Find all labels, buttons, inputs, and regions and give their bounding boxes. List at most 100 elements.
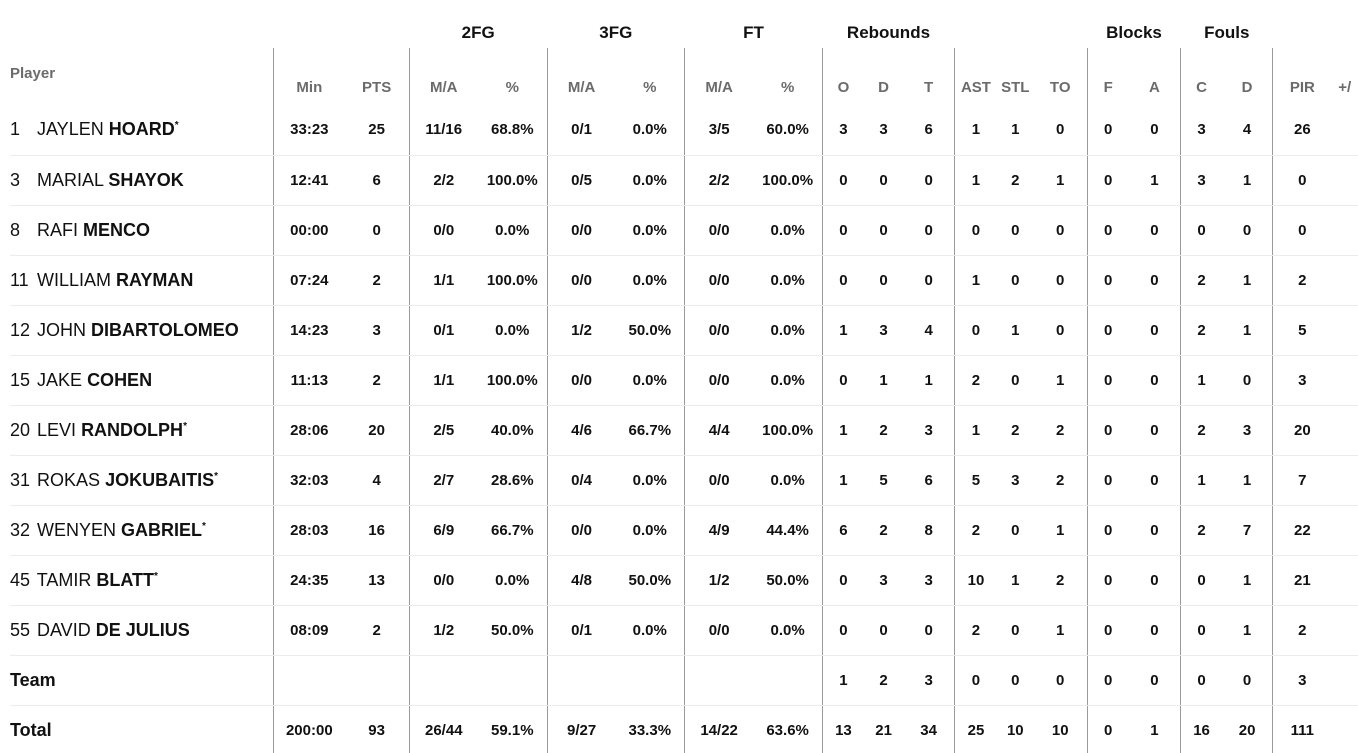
team-label: Team [10, 669, 56, 690]
cell-reb-d: 0 [863, 155, 904, 206]
column-header-min[interactable]: Min [273, 48, 345, 105]
cell-fg2-ma: 1/2 [408, 605, 478, 656]
player-first-name: JOHN [37, 319, 87, 340]
player-cell[interactable]: 55 DAVID DE JULIUS [10, 605, 274, 656]
column-header-reb-o[interactable]: O [821, 48, 864, 105]
player-first-name: TAMIR [36, 569, 92, 590]
cell-foul-d: 1 [1221, 555, 1273, 606]
player-cell[interactable]: 11 WILLIAM RAYMAN [10, 255, 274, 306]
column-header-3fg-pct[interactable]: % [643, 79, 657, 96]
group-header-2fg: 2FG [461, 22, 495, 42]
cell-blk-f: 0 [1086, 505, 1129, 556]
cell-foul-c: 2 [1180, 255, 1222, 306]
player-cell[interactable]: 15 JAKE COHEN [10, 355, 274, 406]
column-header-stl[interactable]: STL [1001, 79, 1030, 96]
cell-ft-pct: 50.0% [753, 555, 823, 606]
column-header-blk-f[interactable]: F [1086, 48, 1129, 105]
cell-stl: 1 [996, 555, 1034, 606]
cell-pir: 2 [1272, 605, 1332, 656]
column-header-2fg-ma[interactable]: M/A [408, 48, 478, 105]
cell-fg3-pct: 0.0% [615, 355, 685, 406]
player-cell[interactable]: 31 ROKAS JOKUBAITIS* [10, 455, 274, 506]
column-header-pir[interactable]: PIR [1272, 48, 1332, 105]
column-header-ast[interactable]: AST [953, 48, 997, 105]
cell-foul-d: 20 [1221, 705, 1273, 753]
cell-fg3-ma: 0/0 [546, 505, 616, 556]
cell-reb-d: 5 [863, 455, 904, 506]
cell-to: 1 [1033, 505, 1088, 556]
cell-reb-o: 0 [821, 205, 864, 256]
cell-fg3-ma: 4/6 [546, 405, 616, 456]
column-header-foul-d[interactable]: D [1241, 79, 1253, 96]
cell-ast: 10 [953, 555, 997, 606]
cell-fg2-pct: 100.0% [477, 155, 548, 206]
cell-blk-a: 0 [1128, 505, 1181, 556]
player-cell[interactable]: 3 MARIAL SHAYOK [10, 155, 274, 206]
cell-plus-minus [1331, 155, 1358, 206]
cell-foul-d: 3 [1221, 405, 1273, 456]
cell-plus-minus [1331, 455, 1358, 506]
cell-min: 28:03 [273, 505, 345, 556]
cell-fg3-pct: 0.0% [615, 255, 685, 306]
column-header-blk-a[interactable]: A [1148, 79, 1160, 96]
player-first-name: LEVI [37, 419, 77, 440]
total-row: Total 200:00 93 26/44 59.1% 9/27 33.3% 14/22 63.… [10, 705, 1358, 753]
column-header-foul-c[interactable]: C [1180, 48, 1222, 105]
column-header-to[interactable]: TO [1049, 79, 1071, 96]
cell-ast: 2 [953, 505, 997, 556]
player-last-name: JOKUBAITIS [105, 469, 215, 490]
column-header-player[interactable]: Player [10, 65, 56, 82]
cell-fg2-ma: 1/1 [408, 355, 478, 406]
cell-ast: 0 [953, 305, 997, 356]
cell-blk-f: 0 [1086, 605, 1129, 656]
cell-fg2-pct: 66.7% [477, 505, 548, 556]
cell-foul-c: 2 [1180, 505, 1222, 556]
cell-blk-a: 0 [1128, 255, 1181, 306]
table-body: 1 JAYLEN HOARD* 33:23 25 11/16 68.8% 0/1 0.0% 3… [10, 105, 1358, 753]
cell-fg3-pct: 50.0% [615, 555, 685, 606]
cell-ast: 1 [953, 405, 997, 456]
starter-marker: * [202, 520, 206, 532]
player-cell[interactable]: 12 JOHN DIBARTOLOMEO [10, 305, 274, 356]
cell-reb-o: 0 [821, 255, 864, 306]
player-cell[interactable]: 1 JAYLEN HOARD* [10, 105, 274, 156]
cell-to: 2 [1033, 455, 1088, 506]
cell-pts: 13 [344, 555, 410, 606]
column-header-pts[interactable]: PTS [362, 79, 392, 96]
player-cell[interactable]: 32 WENYEN GABRIEL* [10, 505, 274, 556]
table-row: 8 RAFI MENCO 00:00 0 0/0 0.0% 0/0 0.0% 0/0 0.0% 0… [10, 205, 1358, 256]
cell-pir: 0 [1272, 205, 1332, 256]
table-row: 1 JAYLEN HOARD* 33:23 25 11/16 68.8% 0/1 0.0% 3… [10, 105, 1358, 156]
table-row: 11 WILLIAM RAYMAN 07:24 2 1/1 100.0% 0/0 0.0% 0… [10, 255, 1358, 306]
group-header-ft: FT [743, 22, 764, 42]
column-header-reb-t[interactable]: T [924, 79, 934, 96]
player-cell[interactable]: 20 LEVI RANDOLPH* [10, 405, 274, 456]
cell-stl: 2 [996, 405, 1034, 456]
cell-min: 11:13 [273, 355, 345, 406]
cell-reb-o: 0 [821, 355, 864, 406]
column-header-2fg-pct[interactable]: % [505, 79, 519, 96]
cell-ast: 5 [953, 455, 997, 506]
cell-fg2-ma: 0/0 [408, 205, 478, 256]
column-header-ft-pct[interactable]: % [780, 79, 795, 96]
cell-ft-pct: 0.0% [753, 305, 823, 356]
cell-fg2-ma: 6/9 [408, 505, 478, 556]
cell-foul-d: 1 [1221, 255, 1273, 306]
starter-marker: * [174, 120, 179, 132]
column-header-3fg-ma[interactable]: M/A [546, 48, 616, 105]
cell-fg3-pct: 0.0% [615, 455, 685, 506]
cell-fg3-pct [615, 655, 685, 706]
cell-fg3-ma: 0/0 [546, 355, 616, 406]
player-cell[interactable]: 8 RAFI MENCO [10, 205, 274, 256]
cell-blk-f: 0 [1086, 355, 1129, 406]
column-header-ft-ma[interactable]: M/A [684, 48, 754, 105]
cell-pir: 2 [1272, 255, 1332, 306]
column-header-reb-d[interactable]: D [878, 79, 890, 96]
player-cell[interactable]: 45 TAMIR BLATT* [10, 555, 274, 606]
player-number: 11 [10, 269, 29, 290]
cell-fg3-ma: 0/1 [546, 105, 616, 156]
column-header-plus-minus[interactable]: +/ [1338, 79, 1352, 96]
cell-reb-o: 1 [821, 455, 864, 506]
cell-ast: 1 [953, 255, 997, 306]
cell-foul-d: 4 [1221, 105, 1273, 156]
